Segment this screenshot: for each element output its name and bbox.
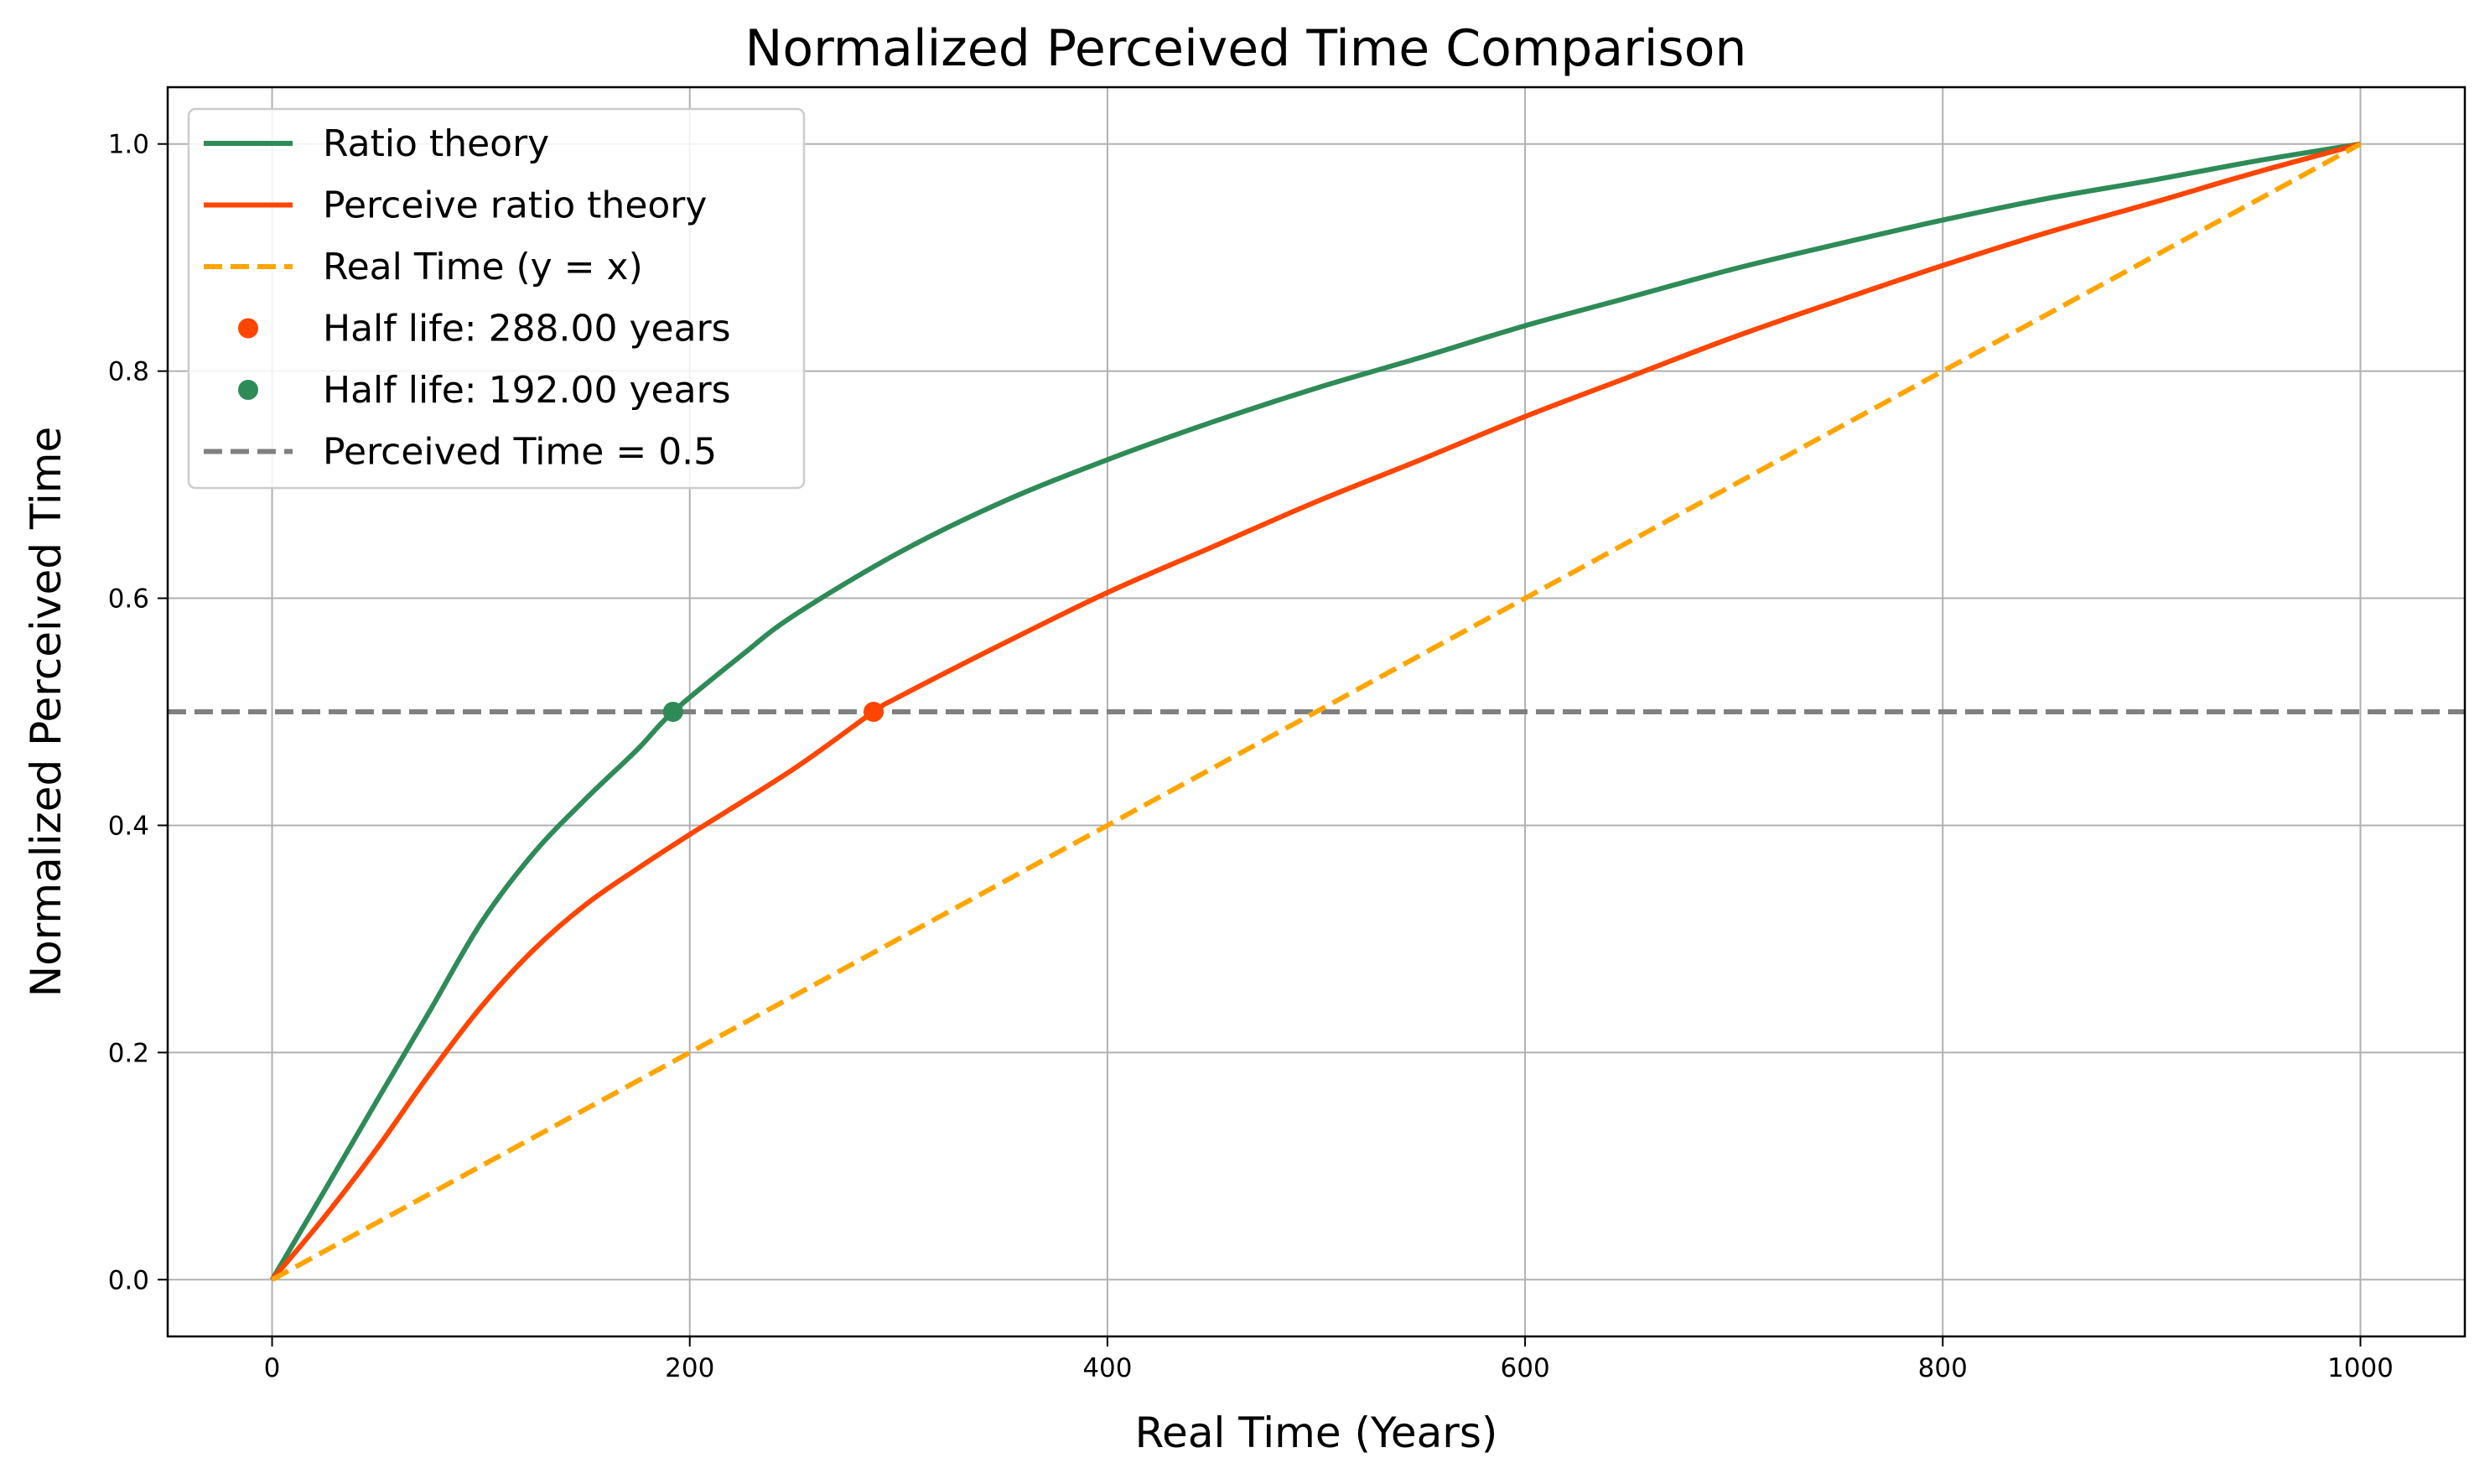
x-tick-label: 0 bbox=[264, 1353, 281, 1383]
half-life-point-ratio bbox=[662, 702, 683, 722]
x-tick-label: 400 bbox=[1082, 1353, 1132, 1383]
legend-label-half-life-288: Half life: 288.00 years bbox=[323, 308, 731, 350]
y-axis-label: Normalized Perceived Time bbox=[22, 427, 70, 998]
y-tick-label: 0.2 bbox=[108, 1038, 149, 1068]
legend-label-perceived-time-half: Perceived Time = 0.5 bbox=[323, 431, 717, 474]
series-line-ratio-theory bbox=[269, 141, 2361, 1281]
series-line-real-time bbox=[271, 142, 2362, 1282]
y-tick-label: 0.4 bbox=[108, 811, 149, 841]
legend-label-perceive-ratio-theory: Perceive ratio theory bbox=[323, 184, 707, 227]
y-tick-label: 1.0 bbox=[108, 130, 149, 160]
y-tick-label: 0.8 bbox=[108, 357, 149, 387]
y-tick-label: 0.6 bbox=[108, 584, 149, 615]
axis-ticks: 0 200 400 600 800 1000 0.0 0.2 0.4 0.6 0.8 1.0 bbox=[108, 130, 2394, 1383]
x-tick-label: 200 bbox=[665, 1353, 714, 1383]
chart-title: Normalized Perceived Time Comparison bbox=[745, 19, 1747, 78]
x-tick-label: 600 bbox=[1501, 1353, 1550, 1383]
legend-marker-half-life-288 bbox=[238, 318, 258, 339]
legend-label-real-time: Real Time (y = x) bbox=[323, 246, 643, 288]
axes-frame bbox=[166, 86, 2467, 1338]
plot-area bbox=[168, 141, 2465, 1282]
legend: Ratio theory Perceive ratio theory Real Ti… bbox=[187, 107, 806, 490]
legend-marker-half-life-192 bbox=[238, 380, 258, 400]
x-axis-label: Real Time (Years) bbox=[1135, 1409, 1498, 1457]
legend-label-ratio-theory: Ratio theory bbox=[323, 122, 549, 165]
series-line-perceive-ratio-theory bbox=[270, 141, 2362, 1282]
legend-label-half-life-192: Half life: 192.00 years bbox=[323, 369, 731, 412]
x-tick-label: 1000 bbox=[2327, 1353, 2394, 1383]
y-tick-label: 0.0 bbox=[108, 1265, 149, 1295]
x-tick-label: 800 bbox=[1918, 1353, 1968, 1383]
legend-box bbox=[187, 107, 806, 490]
half-life-point-perceive-ratio bbox=[863, 702, 884, 722]
